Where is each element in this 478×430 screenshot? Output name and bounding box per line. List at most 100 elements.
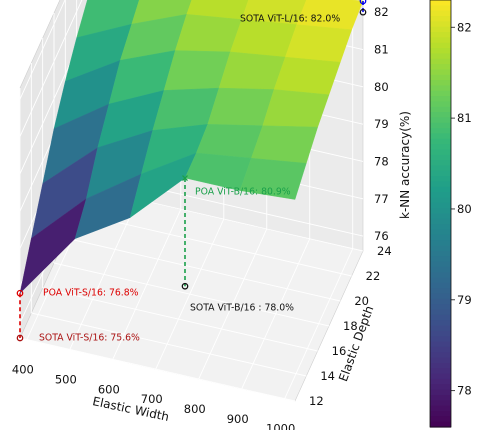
colorbar-segment [430,165,451,172]
colorbar-tick-label: 80 [457,202,472,216]
colorbar-segment [430,410,451,417]
colorbar-segment [430,90,451,97]
colorbar-tick-label: 78 [457,384,472,398]
colorbar-frame [429,0,452,428]
colorbar-tick-label: 81 [457,111,472,125]
colorbar-segment [430,106,451,113]
x-tick-label: 900 [227,412,249,426]
colorbar-segment [430,261,451,268]
colorbar-segment [430,74,451,81]
y-tick-label: 18 [343,319,358,333]
z-tick-label: 80 [374,80,389,94]
colorbar-segment [430,362,451,369]
grid-line-z [19,0,83,137]
colorbar-segment [430,112,451,119]
annotation-label: POA ViT-B/16: 80.9% [195,187,291,198]
colorbar-segment [430,197,451,204]
surface-patch [218,51,286,90]
colorbar-segment [430,378,451,385]
colorbar-segment [430,368,451,375]
colorbar-segment [430,293,451,300]
z-tick-label: 78 [374,154,389,168]
annotations: POA ViT-L/16: 82.3%SOTA ViT-L/16: 82.0%P… [16,0,367,344]
colorbar-tick-label: 79 [457,293,472,307]
y-tick-label: 14 [320,369,335,383]
colorbar-segment [430,266,451,273]
annotation-label: SOTA ViT-S/16: 75.6% [39,333,140,344]
colorbar-segment [430,149,451,156]
colorbar-segment [430,122,451,129]
x-tick-label: 600 [98,382,120,396]
colorbar-segment [430,250,451,257]
colorbar-segment [430,298,451,305]
z-axis-label: k-NN accuracy(%) [398,111,412,219]
z-tick-label: 77 [374,192,389,206]
x-tick-label: 700 [141,392,163,406]
colorbar-segment [430,394,451,401]
surface-patch [285,24,352,63]
colorbar-segment [430,229,451,236]
colorbar-segment [430,101,451,108]
colorbar-segment [430,144,451,151]
grid-line-y [76,212,352,277]
colorbar-segment [430,352,451,359]
annotation-marker [359,0,367,5]
colorbar-segment [430,245,451,252]
colorbar-segment [430,133,451,140]
annotation-marker [16,334,24,342]
surface-patch [239,157,307,200]
colorbar-segment [430,336,451,343]
colorbar-segment [430,330,451,337]
surface-patch [175,14,242,53]
colorbar-segment [430,10,451,17]
colorbar-segment [430,117,451,124]
colorbar-segment [430,32,451,38]
surface-patch [273,56,341,95]
colorbar-segment [430,160,451,167]
z-tick-label: 79 [374,117,389,131]
colorbar-segment [430,37,451,44]
x-tick-label: 1000 [266,422,295,430]
colorbar-tick-label: 82 [457,20,472,34]
x-tick-label: 500 [55,372,77,386]
colorbar-segment [430,416,451,423]
colorbar-segment [430,16,451,22]
colorbar-segment [430,309,451,316]
x-tick-label: 400 [12,363,34,377]
colorbar-segment [430,21,451,28]
surface-patch [262,89,330,128]
annotation-marker [181,282,189,290]
annotation-marker [359,8,367,16]
colorbar-segment [430,357,451,364]
colorbar-segment [430,192,451,199]
colorbar-segment [430,400,451,407]
colorbar-segment [430,405,451,412]
colorbar-segment [430,325,451,332]
colorbar-segment [430,346,451,353]
colorbar-segment [430,64,451,70]
colorbar-segment [430,320,451,327]
colorbar-segment [430,176,451,183]
colorbar-segment [430,240,451,247]
y-tick-label: 16 [332,344,347,358]
colorbar-segment [430,218,451,225]
colorbar-segment [430,314,451,321]
colorbar-segment [430,154,451,161]
grid-line-y [31,312,307,377]
colorbar-segment [430,224,451,231]
colorbar-segment [430,138,451,145]
colorbar-segment [430,26,451,33]
colorbar-segment [430,341,451,348]
colorbar-segment [430,69,451,76]
colorbar-segment [430,389,451,396]
colorbar-segment [430,48,451,54]
colorbar-segment [430,202,451,209]
grid-line-y [53,262,330,327]
y-tick-label: 22 [366,269,381,283]
colorbar-segment [430,42,451,49]
y-tick-label: 24 [377,244,392,258]
colorbar-segment [430,282,451,289]
colorbar-segment [430,181,451,188]
z-tick-label: 82 [374,5,389,19]
z-tick-label: 81 [374,43,389,57]
